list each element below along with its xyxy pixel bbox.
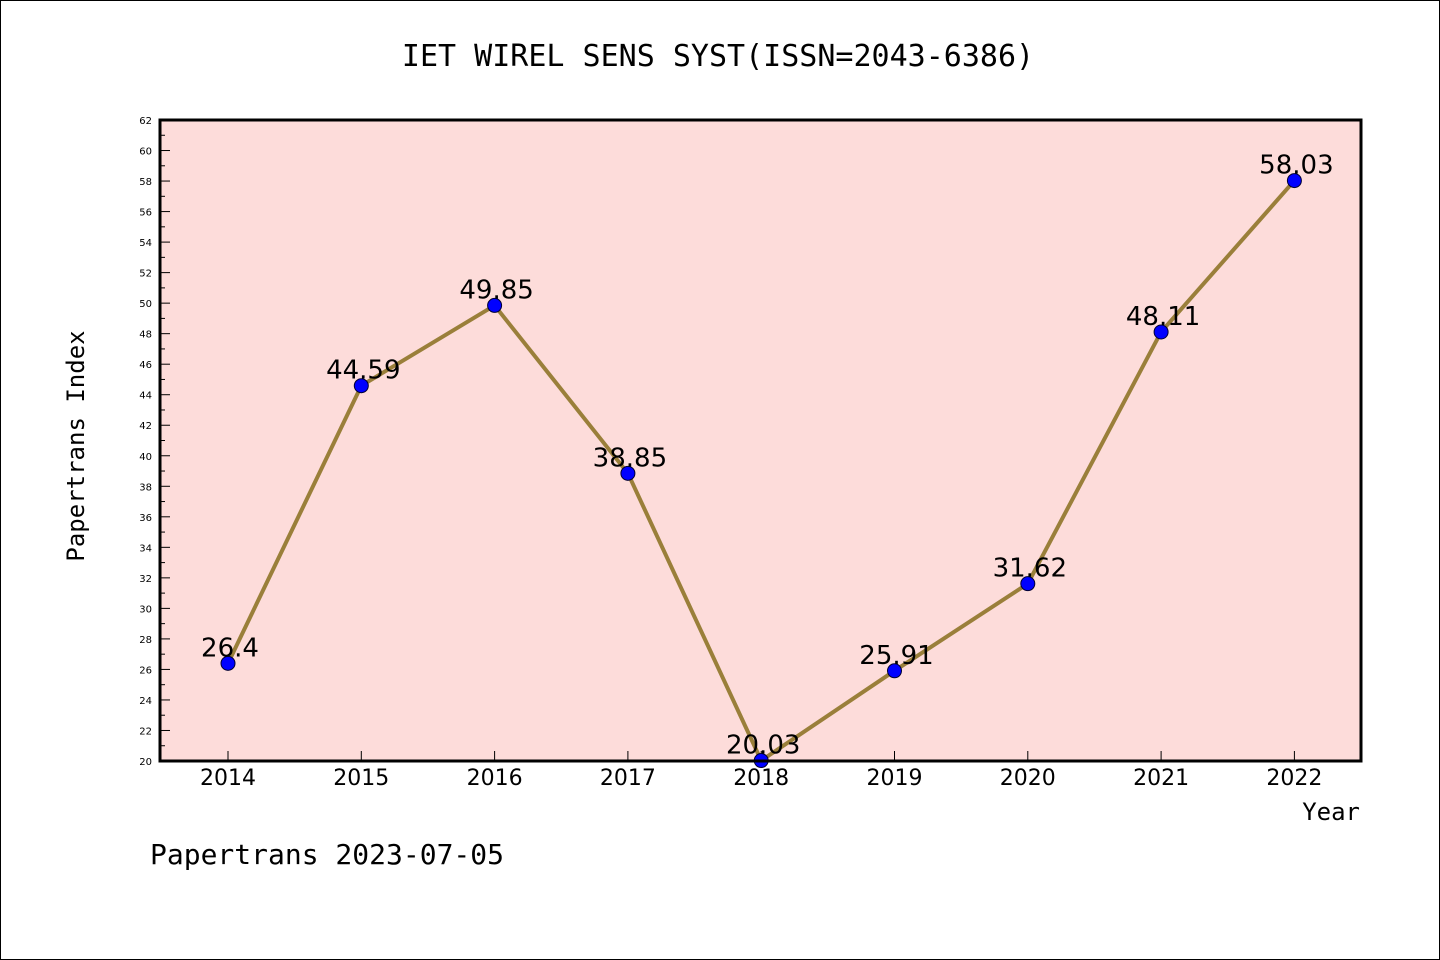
data-label: 44.59 — [326, 356, 400, 386]
data-point — [1286, 173, 1302, 189]
y-tick-label: 52 — [139, 269, 152, 280]
data-label: 49.85 — [459, 275, 533, 305]
y-tick-label: 50 — [139, 299, 152, 310]
x-tick-label: 2017 — [600, 766, 656, 791]
y-tick-label: 54 — [139, 238, 152, 249]
x-axis-label: Year — [1302, 798, 1360, 826]
plot-border — [158, 118, 1363, 763]
y-tick-label: 48 — [139, 330, 152, 341]
x-tick-label: 2022 — [1266, 766, 1322, 791]
y-tick-label: 40 — [139, 452, 152, 463]
y-tick-label: 46 — [139, 360, 152, 371]
chart-title: IET WIREL SENS SYST(ISSN=2043-6386) — [402, 39, 1034, 74]
y-tick-label: 58 — [139, 177, 152, 188]
y-tick-label: 30 — [139, 604, 152, 615]
data-label: 20.03 — [726, 731, 800, 761]
data-label: 48.11 — [1126, 302, 1200, 332]
x-tick-label: 2015 — [333, 766, 389, 791]
y-tick-label: 36 — [139, 513, 152, 524]
y-tick-label: 38 — [139, 482, 152, 493]
y-tick-label: 34 — [139, 543, 152, 554]
y-tick-label: 56 — [139, 208, 152, 219]
data-point — [887, 663, 902, 679]
x-tick-label: 2018 — [733, 766, 789, 791]
data-point — [353, 378, 369, 394]
y-tick-label: 44 — [139, 391, 152, 402]
y-tick-label: 62 — [139, 116, 152, 127]
y-tick-label: 24 — [139, 696, 152, 707]
data-point — [487, 297, 503, 313]
data-label: 25.91 — [859, 641, 933, 671]
data-label: 38.85 — [593, 443, 667, 473]
y-tick-label: 32 — [139, 574, 152, 585]
y-tick-label: 26 — [139, 665, 152, 676]
footer-text: Papertrans 2023-07-05 — [150, 838, 504, 871]
y-tick-label: 42 — [139, 421, 152, 432]
y-tick-label: 22 — [139, 726, 152, 737]
data-label: 31.62 — [993, 554, 1067, 584]
x-tick-label: 2014 — [200, 766, 256, 791]
data-label: 58.03 — [1259, 151, 1333, 181]
data-point — [620, 465, 636, 481]
data-label: 26.4 — [201, 633, 259, 663]
data-point — [220, 655, 236, 671]
y-tick-label: 28 — [139, 635, 152, 646]
data-point — [1020, 576, 1036, 592]
x-tick-label: 2016 — [467, 766, 523, 791]
y-tick-label: 60 — [139, 147, 152, 158]
x-tick-label: 2021 — [1133, 766, 1189, 791]
y-tick-label: 20 — [139, 757, 152, 768]
data-point — [1153, 324, 1169, 340]
x-tick-label: 2020 — [1000, 766, 1056, 791]
plot-area — [160, 120, 1361, 761]
y-axis-label: Papertrans Index — [62, 330, 90, 561]
x-tick-label: 2019 — [867, 766, 923, 791]
